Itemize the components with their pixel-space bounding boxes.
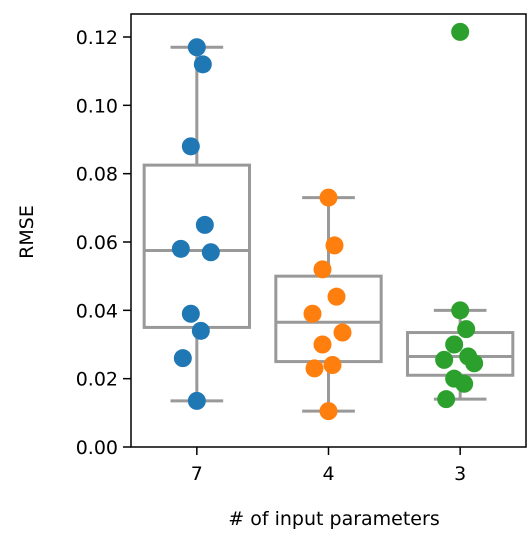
y-tick-label: 0.00 — [76, 437, 118, 459]
data-point — [333, 323, 352, 342]
data-point — [191, 321, 210, 340]
data-point — [465, 354, 484, 373]
data-point — [319, 402, 338, 421]
box-iqr — [142, 163, 252, 329]
data-point — [313, 335, 332, 354]
plot-layer — [142, 22, 515, 421]
data-point — [437, 390, 456, 409]
data-point — [181, 304, 200, 323]
x-tick-label: 4 — [322, 463, 334, 485]
data-point — [181, 137, 200, 156]
y-tick-label: 0.04 — [76, 300, 118, 322]
x-tick-label: 7 — [191, 463, 203, 485]
y-tick-label: 0.02 — [76, 369, 118, 391]
y-tick-label: 0.08 — [76, 164, 118, 186]
data-point — [323, 356, 342, 374]
data-point — [305, 359, 324, 378]
y-axis-label: RMSE — [16, 205, 38, 259]
data-point — [201, 243, 220, 262]
data-point — [319, 188, 338, 207]
data-point — [445, 335, 464, 354]
data-point — [303, 304, 322, 323]
data-point — [327, 287, 346, 306]
data-point — [457, 320, 476, 339]
data-point — [313, 260, 332, 279]
data-point — [451, 301, 470, 320]
data-point — [435, 350, 454, 369]
axes-layer: 7 4 3 0.00 0.02 0.04 0.06 0.08 0.10 0.12 — [76, 13, 527, 485]
data-point — [455, 374, 474, 393]
y-tick-label: 0.06 — [76, 232, 118, 254]
box-group-3 — [406, 22, 515, 409]
axes-frame — [130, 13, 527, 448]
data-point — [171, 239, 190, 258]
data-point — [195, 215, 214, 234]
x-tick-label: 3 — [454, 463, 466, 485]
y-tick-label: 0.10 — [76, 95, 118, 117]
data-point — [173, 349, 192, 368]
data-point — [193, 55, 212, 74]
x-axis-label: # of input parameters — [228, 508, 439, 530]
data-point — [325, 236, 344, 255]
box-group-4 — [274, 188, 383, 421]
outlier-point — [451, 22, 470, 41]
data-point — [187, 391, 206, 410]
y-tick-label: 0.12 — [76, 27, 118, 49]
data-point — [187, 38, 206, 57]
box-group-7 — [142, 38, 252, 410]
